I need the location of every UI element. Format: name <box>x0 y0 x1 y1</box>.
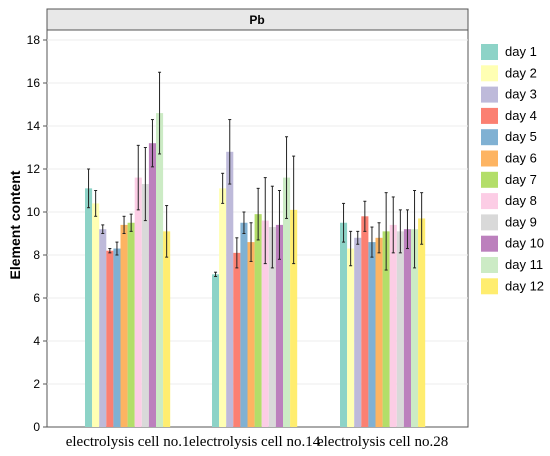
x-tick-label: electrolysis cell no.14 <box>189 434 321 450</box>
legend-label: day 10 <box>505 236 544 251</box>
legend-label: day 7 <box>505 172 537 187</box>
bar <box>247 242 255 427</box>
x-axis-ticks: electrolysis cell no.1 electrolysis cell … <box>66 434 448 450</box>
bar <box>240 222 248 427</box>
bar <box>382 231 390 427</box>
bar <box>99 229 107 427</box>
chart-title: Pb <box>249 13 264 27</box>
y-tick-label: 0 <box>33 420 40 434</box>
legend-swatch <box>481 129 498 146</box>
bar <box>268 227 276 427</box>
legend-label: day 8 <box>505 193 537 208</box>
y-tick-label: 2 <box>33 377 40 391</box>
bar <box>411 229 419 427</box>
bar <box>290 209 298 427</box>
bar <box>347 248 355 427</box>
bar <box>283 177 291 427</box>
bar <box>389 224 397 427</box>
y-axis-label: Element content <box>7 170 23 279</box>
legend-swatch <box>481 86 498 103</box>
legend-label: day 5 <box>505 129 537 144</box>
y-tick-label: 16 <box>27 76 41 90</box>
bar <box>340 222 348 427</box>
legend-swatch <box>481 278 498 295</box>
bar <box>368 242 376 427</box>
bar <box>254 214 262 427</box>
legend-swatch <box>481 193 498 210</box>
bar <box>134 177 142 427</box>
bar <box>375 237 383 427</box>
bars <box>85 71 426 428</box>
legend-swatch <box>481 65 498 82</box>
bar <box>275 224 283 427</box>
legend-label: day 11 <box>505 257 543 272</box>
legend-label: day 3 <box>505 87 537 102</box>
y-tick-label: 12 <box>27 162 41 176</box>
bar <box>226 151 234 428</box>
bar <box>148 143 156 427</box>
legend-swatch <box>481 107 498 124</box>
legend-label: day 4 <box>505 108 537 123</box>
y-axis-ticks: 0 2 4 6 8 10 12 14 16 18 <box>27 33 47 434</box>
bar <box>127 222 135 427</box>
bar <box>163 231 171 427</box>
bar <box>106 250 114 427</box>
bar <box>233 252 241 427</box>
legend-swatch <box>481 257 498 273</box>
legend-label: day 2 <box>505 65 537 80</box>
bar <box>403 229 411 427</box>
bar <box>92 203 100 427</box>
x-tick-label: electrolysis cell no.28 <box>317 434 448 450</box>
y-tick-label: 8 <box>33 248 40 262</box>
legend-label: day 9 <box>505 214 537 229</box>
y-tick-label: 6 <box>33 291 40 305</box>
bar <box>219 188 227 427</box>
y-tick-label: 4 <box>33 334 40 348</box>
legend-swatch <box>481 235 498 252</box>
bar <box>261 220 269 427</box>
legend-swatch <box>481 44 498 60</box>
y-tick-label: 10 <box>27 205 41 219</box>
bar <box>418 218 426 427</box>
x-tick-label: electrolysis cell no.1 <box>66 434 190 450</box>
bar <box>354 237 362 427</box>
bar <box>212 274 220 427</box>
legend-label: day 1 <box>505 44 537 59</box>
bar <box>113 248 121 427</box>
legend-swatch <box>481 214 498 231</box>
bar <box>361 216 369 427</box>
legend-label: day 6 <box>505 151 537 166</box>
y-tick-label: 18 <box>27 33 41 47</box>
legend-swatch <box>481 171 498 188</box>
bar <box>396 231 404 427</box>
bar <box>120 224 128 427</box>
bar <box>85 188 93 427</box>
y-tick-label: 14 <box>27 119 41 133</box>
legend-swatch <box>481 150 498 167</box>
title-strip <box>46 8 469 31</box>
bar <box>141 184 149 427</box>
legend: day 1 day 2 day 3 day 4 day 5 day 6 day 7 day 8… <box>481 44 544 295</box>
bar <box>156 113 164 427</box>
legend-label: day 12 <box>505 278 544 293</box>
